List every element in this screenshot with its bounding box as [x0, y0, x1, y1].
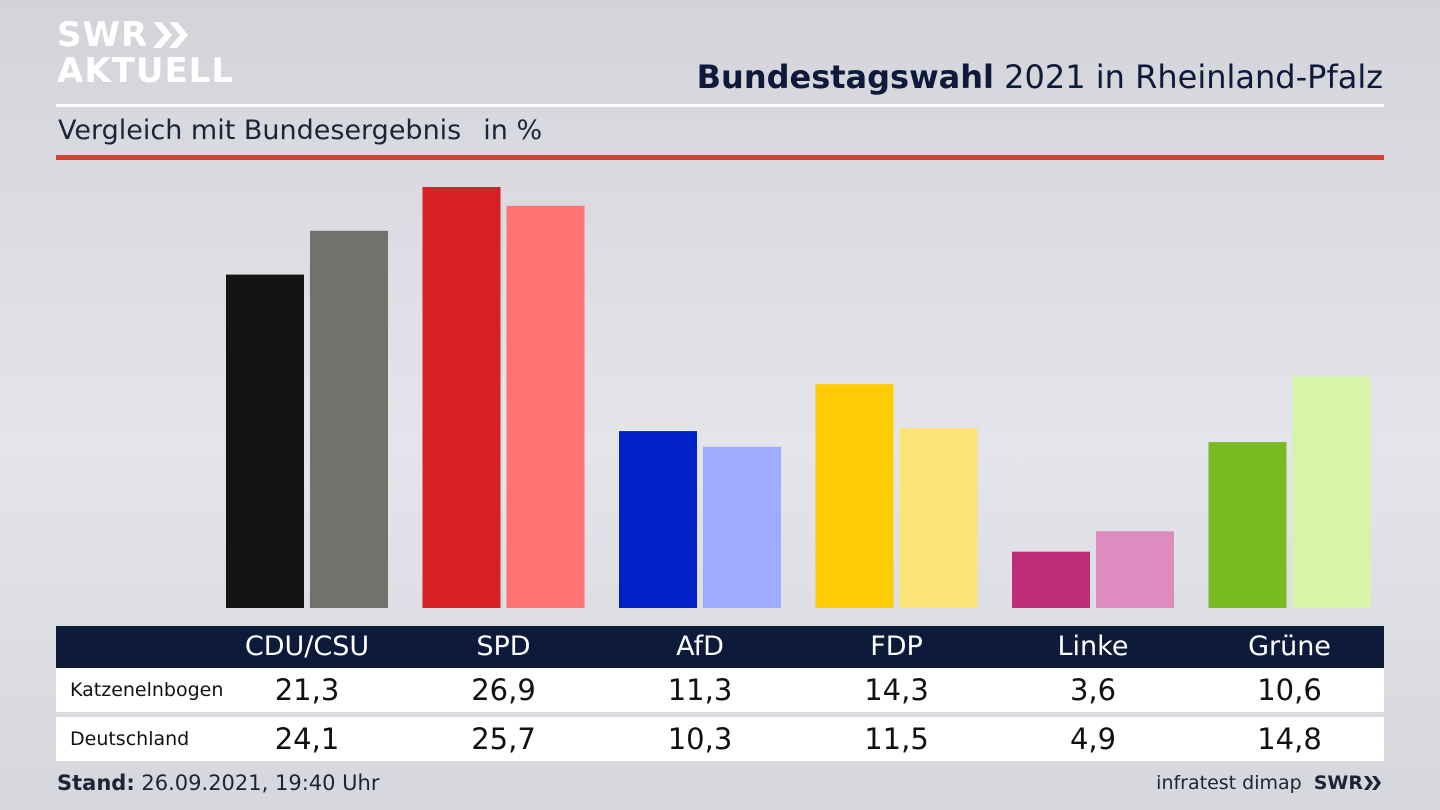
page-title: Bundestagswahl 2021 in Rheinland-Pfalz	[697, 58, 1383, 96]
timestamp: Stand: 26.09.2021, 19:40 Uhr	[57, 771, 380, 795]
bar-cdu-csu-deutschland	[310, 230, 388, 609]
subtitle-unit: in %	[483, 115, 543, 146]
logo-aktuell-text: AKTUELL	[57, 51, 235, 91]
stand-label: Stand:	[57, 771, 135, 795]
source-credit: infratest dimap SWR	[1156, 772, 1383, 794]
value-spd-katzenelnbogen: 26,9	[471, 673, 536, 707]
bar-spd-deutschland	[506, 205, 585, 609]
bar-afd-katzenelnbogen	[619, 431, 697, 608]
column-header-cdu-csu: CDU/CSU	[244, 631, 370, 662]
swr-aktuell-logo: SWR AKTUELL	[57, 18, 234, 88]
results-table: CDU/CSU SPD AfD FDP Linke Grüne Katzenelnboge…	[56, 626, 1384, 761]
bar-linke-katzenelnbogen	[1012, 551, 1090, 608]
column-header-linke: Linke	[1057, 631, 1129, 662]
value-afd-katzenelnbogen: 11,3	[667, 673, 733, 707]
column-header-gr-ne: Grüne	[1248, 631, 1331, 662]
logo-swr-text: SWR	[57, 15, 149, 55]
value-fdp-katzenelnbogen: 14,3	[864, 673, 929, 707]
table-row-deutschland: Deutschland 24,1 25,7 10,3 11,5 4,9 14,8	[56, 717, 1384, 761]
swr-chevrons-icon	[1364, 776, 1381, 790]
bar-spd-katzenelnbogen	[422, 187, 501, 608]
bar-gr-ne-deutschland	[1292, 376, 1371, 608]
swr-brand: SWR	[1314, 772, 1383, 794]
value-cdu-csu-deutschland: 24,1	[274, 722, 340, 756]
value-gr-ne-katzenelnbogen: 10,6	[1257, 673, 1322, 707]
bar-afd-deutschland	[703, 446, 781, 608]
value-linke-katzenelnbogen: 3,6	[1069, 673, 1117, 707]
bar-fdp-deutschland	[899, 428, 978, 608]
table-row-katzenelnbogen: Katzenelnbogen 21,3 26,9 11,3 14,3 3,6 10,6	[56, 668, 1384, 712]
bar-fdp-katzenelnbogen	[815, 384, 894, 608]
value-linke-deutschland: 4,9	[1069, 722, 1117, 756]
title-bold: Bundestagswahl	[696, 58, 994, 96]
title-rest: 2021 in Rheinland-Pfalz	[994, 58, 1383, 96]
row-label: Katzenelnbogen	[70, 679, 224, 701]
column-header-fdp: FDP	[870, 631, 923, 662]
column-header-spd: SPD	[476, 631, 531, 662]
value-cdu-csu-katzenelnbogen: 21,3	[274, 673, 340, 707]
column-header-afd: AfD	[676, 631, 724, 662]
bar-linke-deutschland	[1096, 531, 1174, 608]
source-text: infratest dimap	[1156, 772, 1302, 794]
row-label: Deutschland	[70, 728, 190, 750]
subtitle-text: Vergleich mit Bundesergebnis	[58, 115, 462, 146]
bar-gr-ne-katzenelnbogen	[1208, 442, 1287, 608]
chart-subtitle: Vergleich mit Bundesergebnis in %	[58, 115, 542, 146]
header-divider	[56, 104, 1384, 107]
value-gr-ne-deutschland: 14,8	[1257, 722, 1322, 756]
value-spd-deutschland: 25,7	[471, 722, 536, 756]
value-afd-deutschland: 10,3	[667, 722, 733, 756]
stand-value: 26.09.2021, 19:40 Uhr	[134, 771, 380, 795]
value-fdp-deutschland: 11,5	[864, 722, 929, 756]
bar-cdu-csu-katzenelnbogen	[226, 274, 304, 608]
accent-divider	[56, 155, 1384, 160]
swr-brand-text: SWR	[1313, 772, 1363, 794]
logo-chevrons-icon	[153, 22, 189, 48]
table-header: CDU/CSU SPD AfD FDP Linke Grüne	[56, 626, 1384, 668]
